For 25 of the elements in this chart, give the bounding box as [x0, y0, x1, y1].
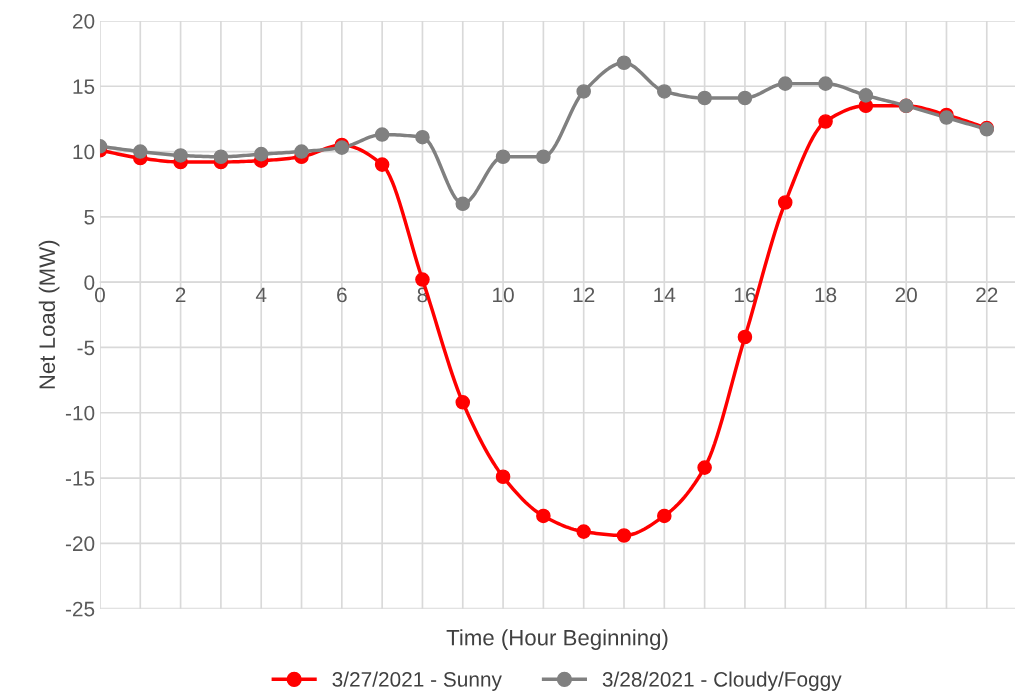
y-tick-label: 10 — [73, 144, 95, 160]
y-tick-label: 20 — [72, 13, 95, 29]
x-tick-label: 22 — [976, 287, 998, 303]
y-axis-title: Net Load (MW) — [38, 240, 60, 389]
x-tick-label: 0 — [95, 287, 105, 303]
x-tick-label: 2 — [175, 287, 186, 303]
x-tick-label: 18 — [815, 287, 837, 303]
legend-label: 3/27/2021 - Sunny — [332, 671, 502, 691]
y-tick-label: 0 — [84, 275, 95, 290]
y-tick-label: 5 — [84, 210, 95, 225]
x-tick-label: 12 — [573, 287, 595, 303]
x-tick-label: 16 — [734, 287, 756, 303]
x-tick-label: 14 — [654, 287, 676, 303]
x-tick-label: 4 — [255, 287, 267, 303]
legend-label: 3/28/2021 - Cloudy/Foggy — [602, 671, 842, 691]
x-tick-label: 20 — [895, 287, 917, 303]
x-tick-label: 10 — [493, 287, 514, 303]
y-tick-label: -5 — [77, 340, 95, 356]
y-tick-label: -15 — [65, 471, 95, 486]
x-axis-title: Time (Hour Beginning) — [446, 629, 668, 650]
y-tick-label: -10 — [65, 405, 95, 421]
x-tick-label: 6 — [337, 287, 347, 303]
y-tick-label: -20 — [65, 536, 95, 552]
y-tick-label: -25 — [65, 601, 95, 617]
y-tick-label: 15 — [73, 79, 95, 94]
